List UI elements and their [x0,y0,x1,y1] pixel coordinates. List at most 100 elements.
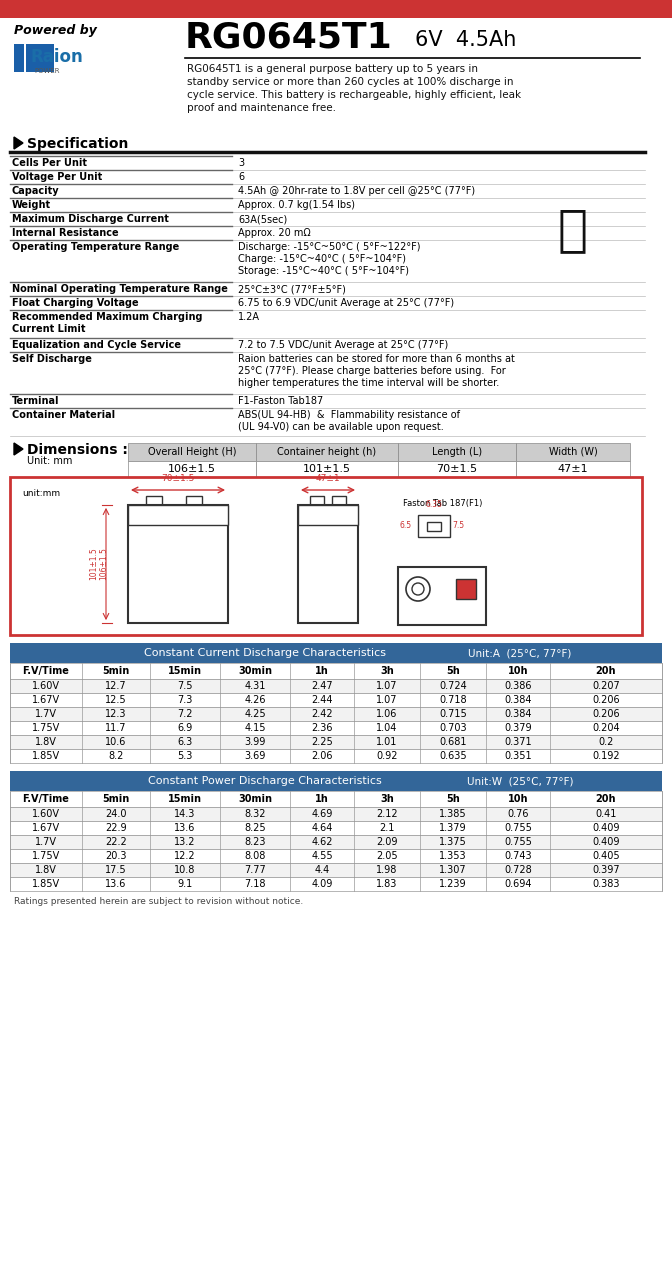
Text: Approx. 20 mΩ: Approx. 20 mΩ [238,228,310,238]
Text: 1.85V: 1.85V [32,879,60,890]
Text: 2.09: 2.09 [376,837,398,847]
Text: 7.5: 7.5 [452,521,464,530]
Text: 4.25: 4.25 [244,709,266,719]
Text: 7.2: 7.2 [177,709,193,719]
Text: 3h: 3h [380,666,394,676]
Bar [14,44,24,72]
Text: 24.0: 24.0 [106,809,127,819]
Text: Terminal: Terminal [12,396,60,406]
Text: 12.5: 12.5 [106,695,127,705]
Text: 8.2: 8.2 [108,751,124,762]
Text: Width (W): Width (W) [548,447,597,457]
Text: Voltage Per Unit: Voltage Per Unit [12,172,102,182]
Text: 0.715: 0.715 [439,709,467,719]
Bar [398,443,516,461]
Bar [10,735,662,749]
Text: 0.694: 0.694 [504,879,532,890]
Text: 15min: 15min [168,794,202,804]
Text: 2.36: 2.36 [311,723,333,733]
Bar [10,835,662,849]
Text: 6: 6 [238,172,244,182]
Text: 0.409: 0.409 [592,823,620,833]
Bar [0,0,672,18]
Text: 4.62: 4.62 [311,837,333,847]
Bar [10,707,662,721]
Text: 0.681: 0.681 [439,737,467,748]
Text: 7.5: 7.5 [177,681,193,691]
Text: 30min: 30min [238,794,272,804]
Text: 10h: 10h [508,794,528,804]
Bar [298,506,358,623]
Text: Approx. 0.7 kg(1.54 lbs): Approx. 0.7 kg(1.54 lbs) [238,200,355,210]
Text: 2.25: 2.25 [311,737,333,748]
Text: 0.204: 0.204 [592,723,620,733]
Text: 63A(5sec): 63A(5sec) [238,214,287,224]
Text: 5min: 5min [102,666,130,676]
Text: 0.207: 0.207 [592,681,620,691]
Text: 2.1: 2.1 [379,823,394,833]
Bar [256,443,398,461]
Text: 4.26: 4.26 [244,695,265,705]
Bar [516,443,630,461]
Bar [398,461,516,477]
Text: 0.2: 0.2 [598,737,614,748]
Text: F.V/Time: F.V/Time [23,794,69,804]
Bar [10,338,645,352]
Text: unit:mm: unit:mm [22,489,60,498]
Text: 6.35: 6.35 [425,500,442,509]
Text: 11.7: 11.7 [106,723,127,733]
Text: 0.386: 0.386 [504,681,532,691]
Text: Discharge: -15°C~50°C ( 5°F~122°F): Discharge: -15°C~50°C ( 5°F~122°F) [238,242,421,252]
Text: 1.8V: 1.8V [35,865,57,876]
Text: 1.60V: 1.60V [32,809,60,819]
Text: RG0645T1 is a general purpose battery up to 5 years in: RG0645T1 is a general purpose battery up… [187,64,478,74]
Text: 0.384: 0.384 [504,709,532,719]
Text: 12.3: 12.3 [106,709,127,719]
Text: 10.6: 10.6 [106,737,127,748]
Text: 0.383: 0.383 [592,879,620,890]
Text: 6.9: 6.9 [177,723,193,733]
Text: 8.25: 8.25 [244,823,266,833]
Text: 14.3: 14.3 [174,809,196,819]
Text: 1.379: 1.379 [439,823,467,833]
Text: 70±1.5: 70±1.5 [161,474,195,483]
Text: Cells Per Unit: Cells Per Unit [12,157,87,168]
Bar [10,863,662,877]
Text: 13.6: 13.6 [106,879,127,890]
Text: Constant Power Discharge Characteristics: Constant Power Discharge Characteristics [148,776,382,786]
Text: 2.12: 2.12 [376,809,398,819]
Bar [10,227,645,241]
Bar [186,495,202,506]
Bar [26,44,54,72]
Bar [10,156,645,170]
Text: RG0645T1: RG0645T1 [185,20,392,54]
Bar [10,678,662,692]
Bar [10,170,645,184]
Text: 0.703: 0.703 [439,723,467,733]
Text: 25°C±3°C (77°F±5°F): 25°C±3°C (77°F±5°F) [238,284,346,294]
Text: F.V/Time: F.V/Time [23,666,69,676]
Text: 1.67V: 1.67V [32,823,60,833]
Text: 5h: 5h [446,794,460,804]
Text: 6.3: 6.3 [177,737,193,748]
Bar [10,282,645,296]
Text: 1.01: 1.01 [376,737,398,748]
Text: Equalization and Cycle Service: Equalization and Cycle Service [12,340,181,349]
Bar [10,408,645,436]
Text: 4.69: 4.69 [311,809,333,819]
Text: Ratings presented herein are subject to revision without notice.: Ratings presented herein are subject to … [14,897,303,906]
Text: 17.5: 17.5 [106,865,127,876]
Text: 13.2: 13.2 [174,837,196,847]
Text: Container Material: Container Material [12,410,115,420]
Text: Length (L): Length (L) [432,447,482,457]
Text: 1.67V: 1.67V [32,695,60,705]
Text: 8.23: 8.23 [244,837,265,847]
Text: Weight: Weight [12,200,51,210]
Text: 70±1.5: 70±1.5 [436,463,478,474]
Bar [10,198,645,212]
Text: 1.7V: 1.7V [35,709,57,719]
Text: 1.7V: 1.7V [35,837,57,847]
Text: 47±1: 47±1 [316,474,340,483]
Text: 22.2: 22.2 [105,837,127,847]
Bar [10,849,662,863]
